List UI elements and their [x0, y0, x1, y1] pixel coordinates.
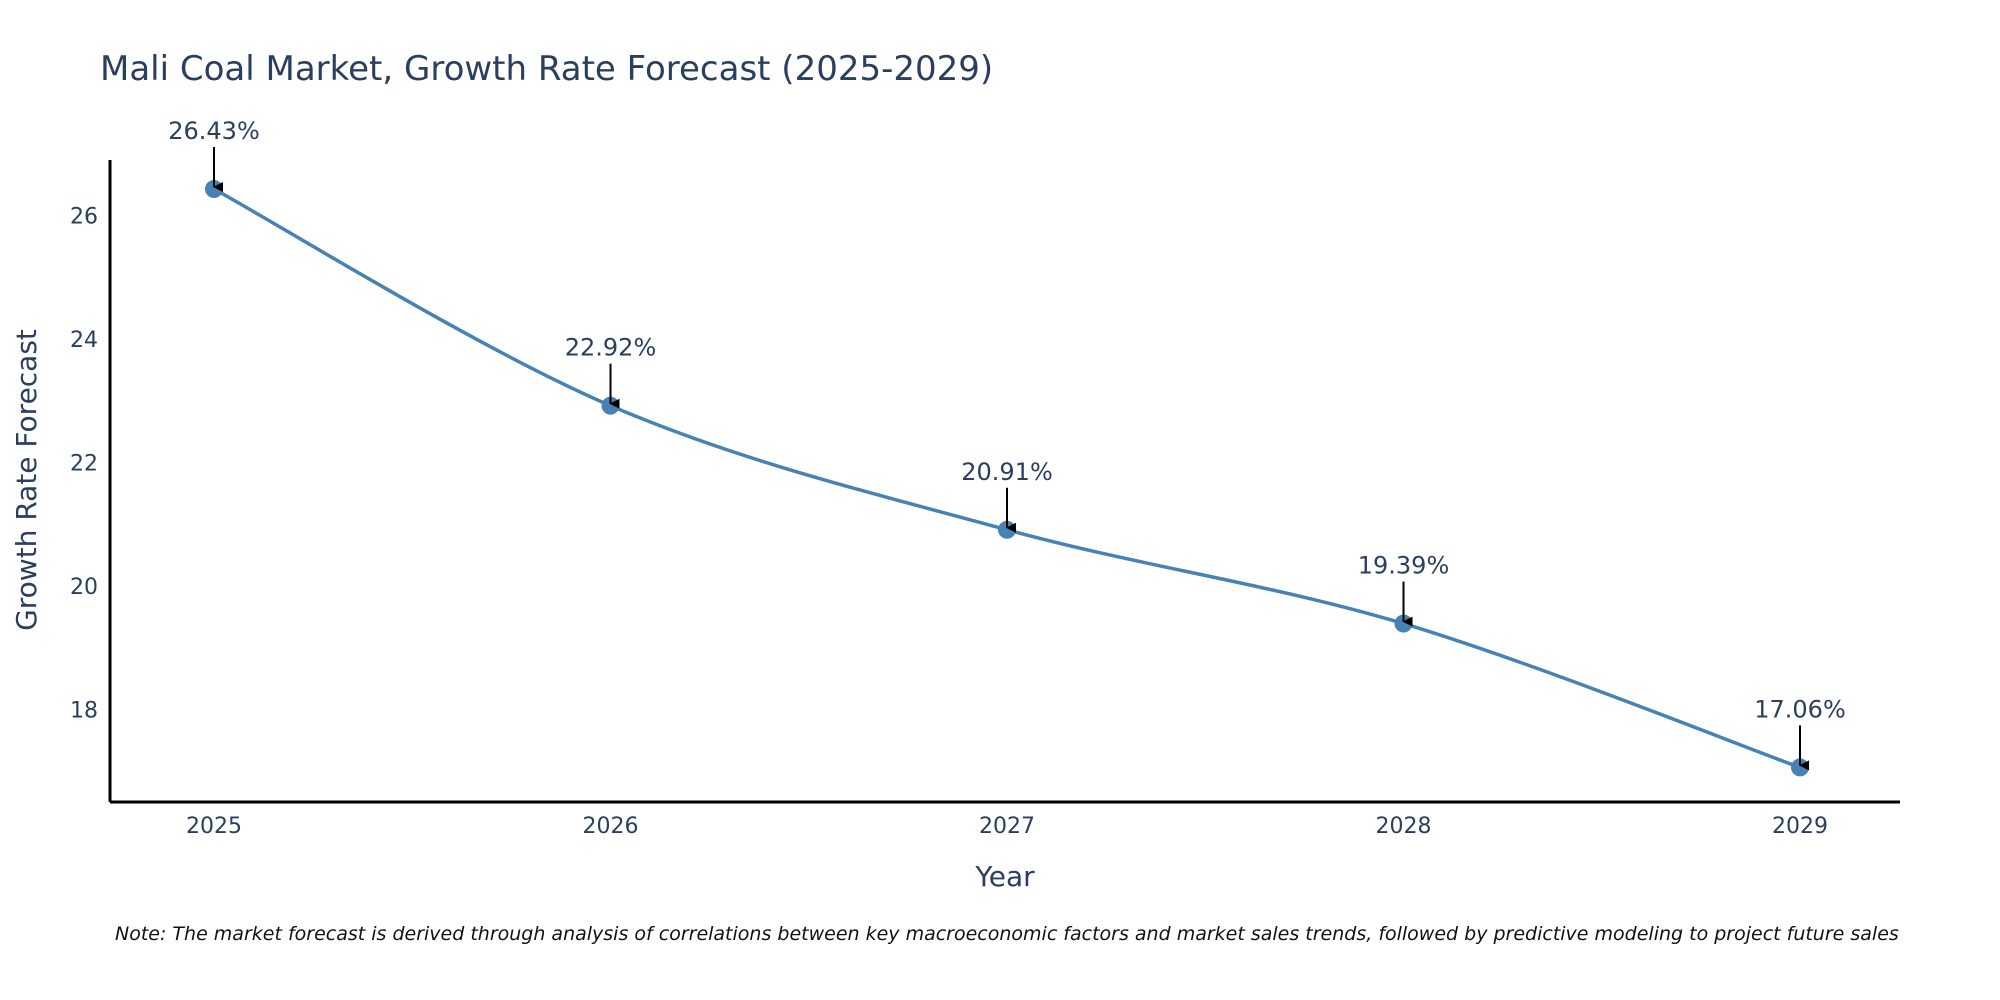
data-label: 17.06% — [1754, 695, 1846, 723]
x-tick-labels: 2025 2026 2027 2028 2029 — [186, 814, 1828, 839]
x-tick-label: 2028 — [1376, 814, 1432, 839]
y-tick-label: 20 — [70, 575, 98, 600]
y-tick-label: 22 — [70, 451, 98, 476]
axes — [108, 160, 1900, 804]
x-tick-label: 2025 — [186, 814, 242, 839]
x-tick-label: 2027 — [979, 814, 1035, 839]
y-tick-labels: 18 20 22 24 26 — [70, 205, 98, 724]
y-axis-title: Growth Rate Forecast — [10, 329, 43, 631]
x-tick-label: 2026 — [583, 814, 639, 839]
chart-title: Mali Coal Market, Growth Rate Forecast (… — [100, 49, 993, 89]
data-label: 20.91% — [961, 458, 1053, 486]
y-tick-label: 18 — [70, 698, 98, 723]
data-label: 26.43% — [168, 117, 260, 145]
footnote: Note: The market forecast is derived thr… — [115, 923, 1899, 945]
data-annotations: 26.43% 22.92% 20.91% 19.39% 17.06% — [168, 117, 1846, 771]
data-label: 22.92% — [565, 334, 657, 362]
data-label: 19.39% — [1358, 552, 1450, 580]
y-tick-label: 26 — [70, 205, 98, 230]
x-tick-label: 2029 — [1772, 814, 1828, 839]
x-axis-title: Year — [974, 860, 1035, 893]
y-tick-label: 24 — [70, 328, 98, 353]
